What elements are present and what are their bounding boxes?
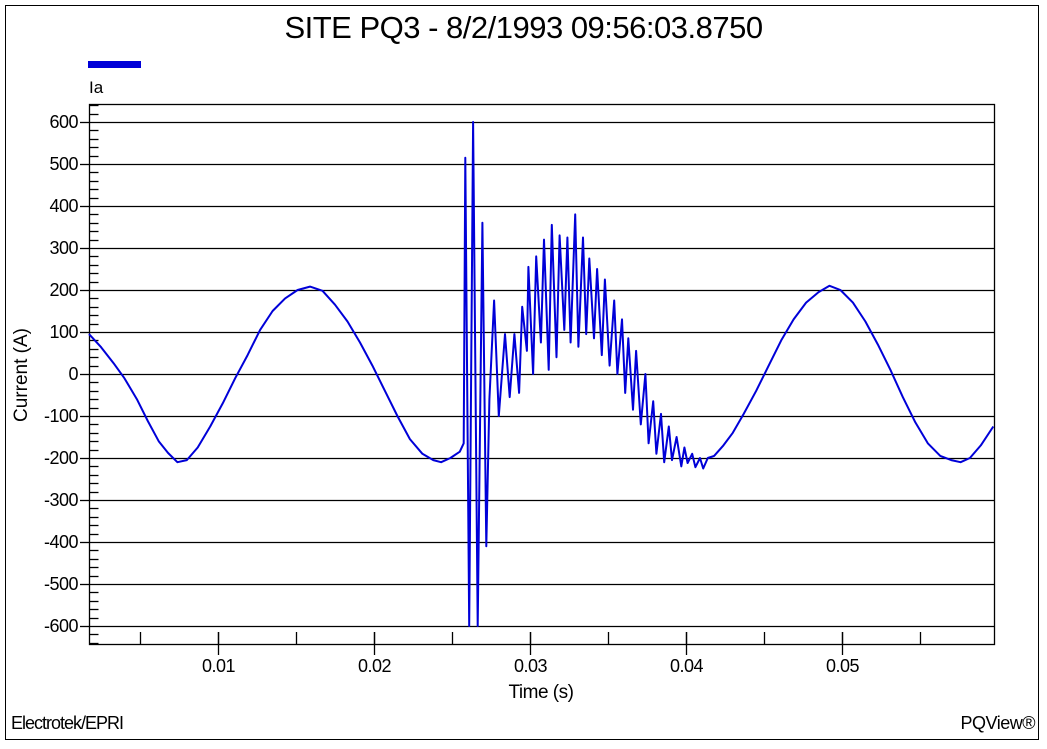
y-tick-label: 200 [49, 279, 78, 300]
x-tick-label: 0.04 [669, 656, 704, 676]
y-tick-label: -500 [43, 573, 79, 594]
footer-brand-right: PQView® [960, 713, 1036, 733]
y-tick-label: 300 [49, 237, 78, 258]
y-tick-label: -300 [43, 489, 79, 510]
y-tick-label: -400 [43, 531, 79, 552]
axis-ticks [80, 104, 922, 655]
y-tick-label: 500 [49, 153, 78, 174]
y-tick-label: 600 [49, 111, 78, 132]
legend-label-ia: Ia [89, 78, 104, 97]
x-axis-title: Time (s) [508, 682, 574, 703]
y-tick-label: 0 [68, 363, 78, 384]
x-tick-label: 0.05 [825, 656, 860, 676]
grid-lines [89, 121, 995, 628]
y-tick-label: -100 [43, 405, 79, 426]
legend-swatch-ia [88, 61, 141, 68]
y-tick-label: -200 [43, 447, 79, 468]
chart-frame [5, 5, 1039, 740]
y-axis-title: Current (A) [11, 328, 32, 422]
x-tick-label: 0.02 [357, 656, 392, 676]
x-tick-label: 0.01 [201, 656, 236, 676]
y-tick-label: -600 [43, 615, 79, 636]
plot-border [88, 103, 996, 646]
y-tick-label: 400 [49, 195, 78, 216]
x-tick-label: 0.03 [513, 656, 548, 676]
footer-brand-left: Electrotek/EPRI [11, 713, 124, 733]
series-line-ia [88, 121, 995, 627]
y-tick-label: 100 [49, 321, 78, 342]
chart-title: SITE PQ3 - 8/2/1993 09:56:03.8750 [284, 10, 763, 45]
